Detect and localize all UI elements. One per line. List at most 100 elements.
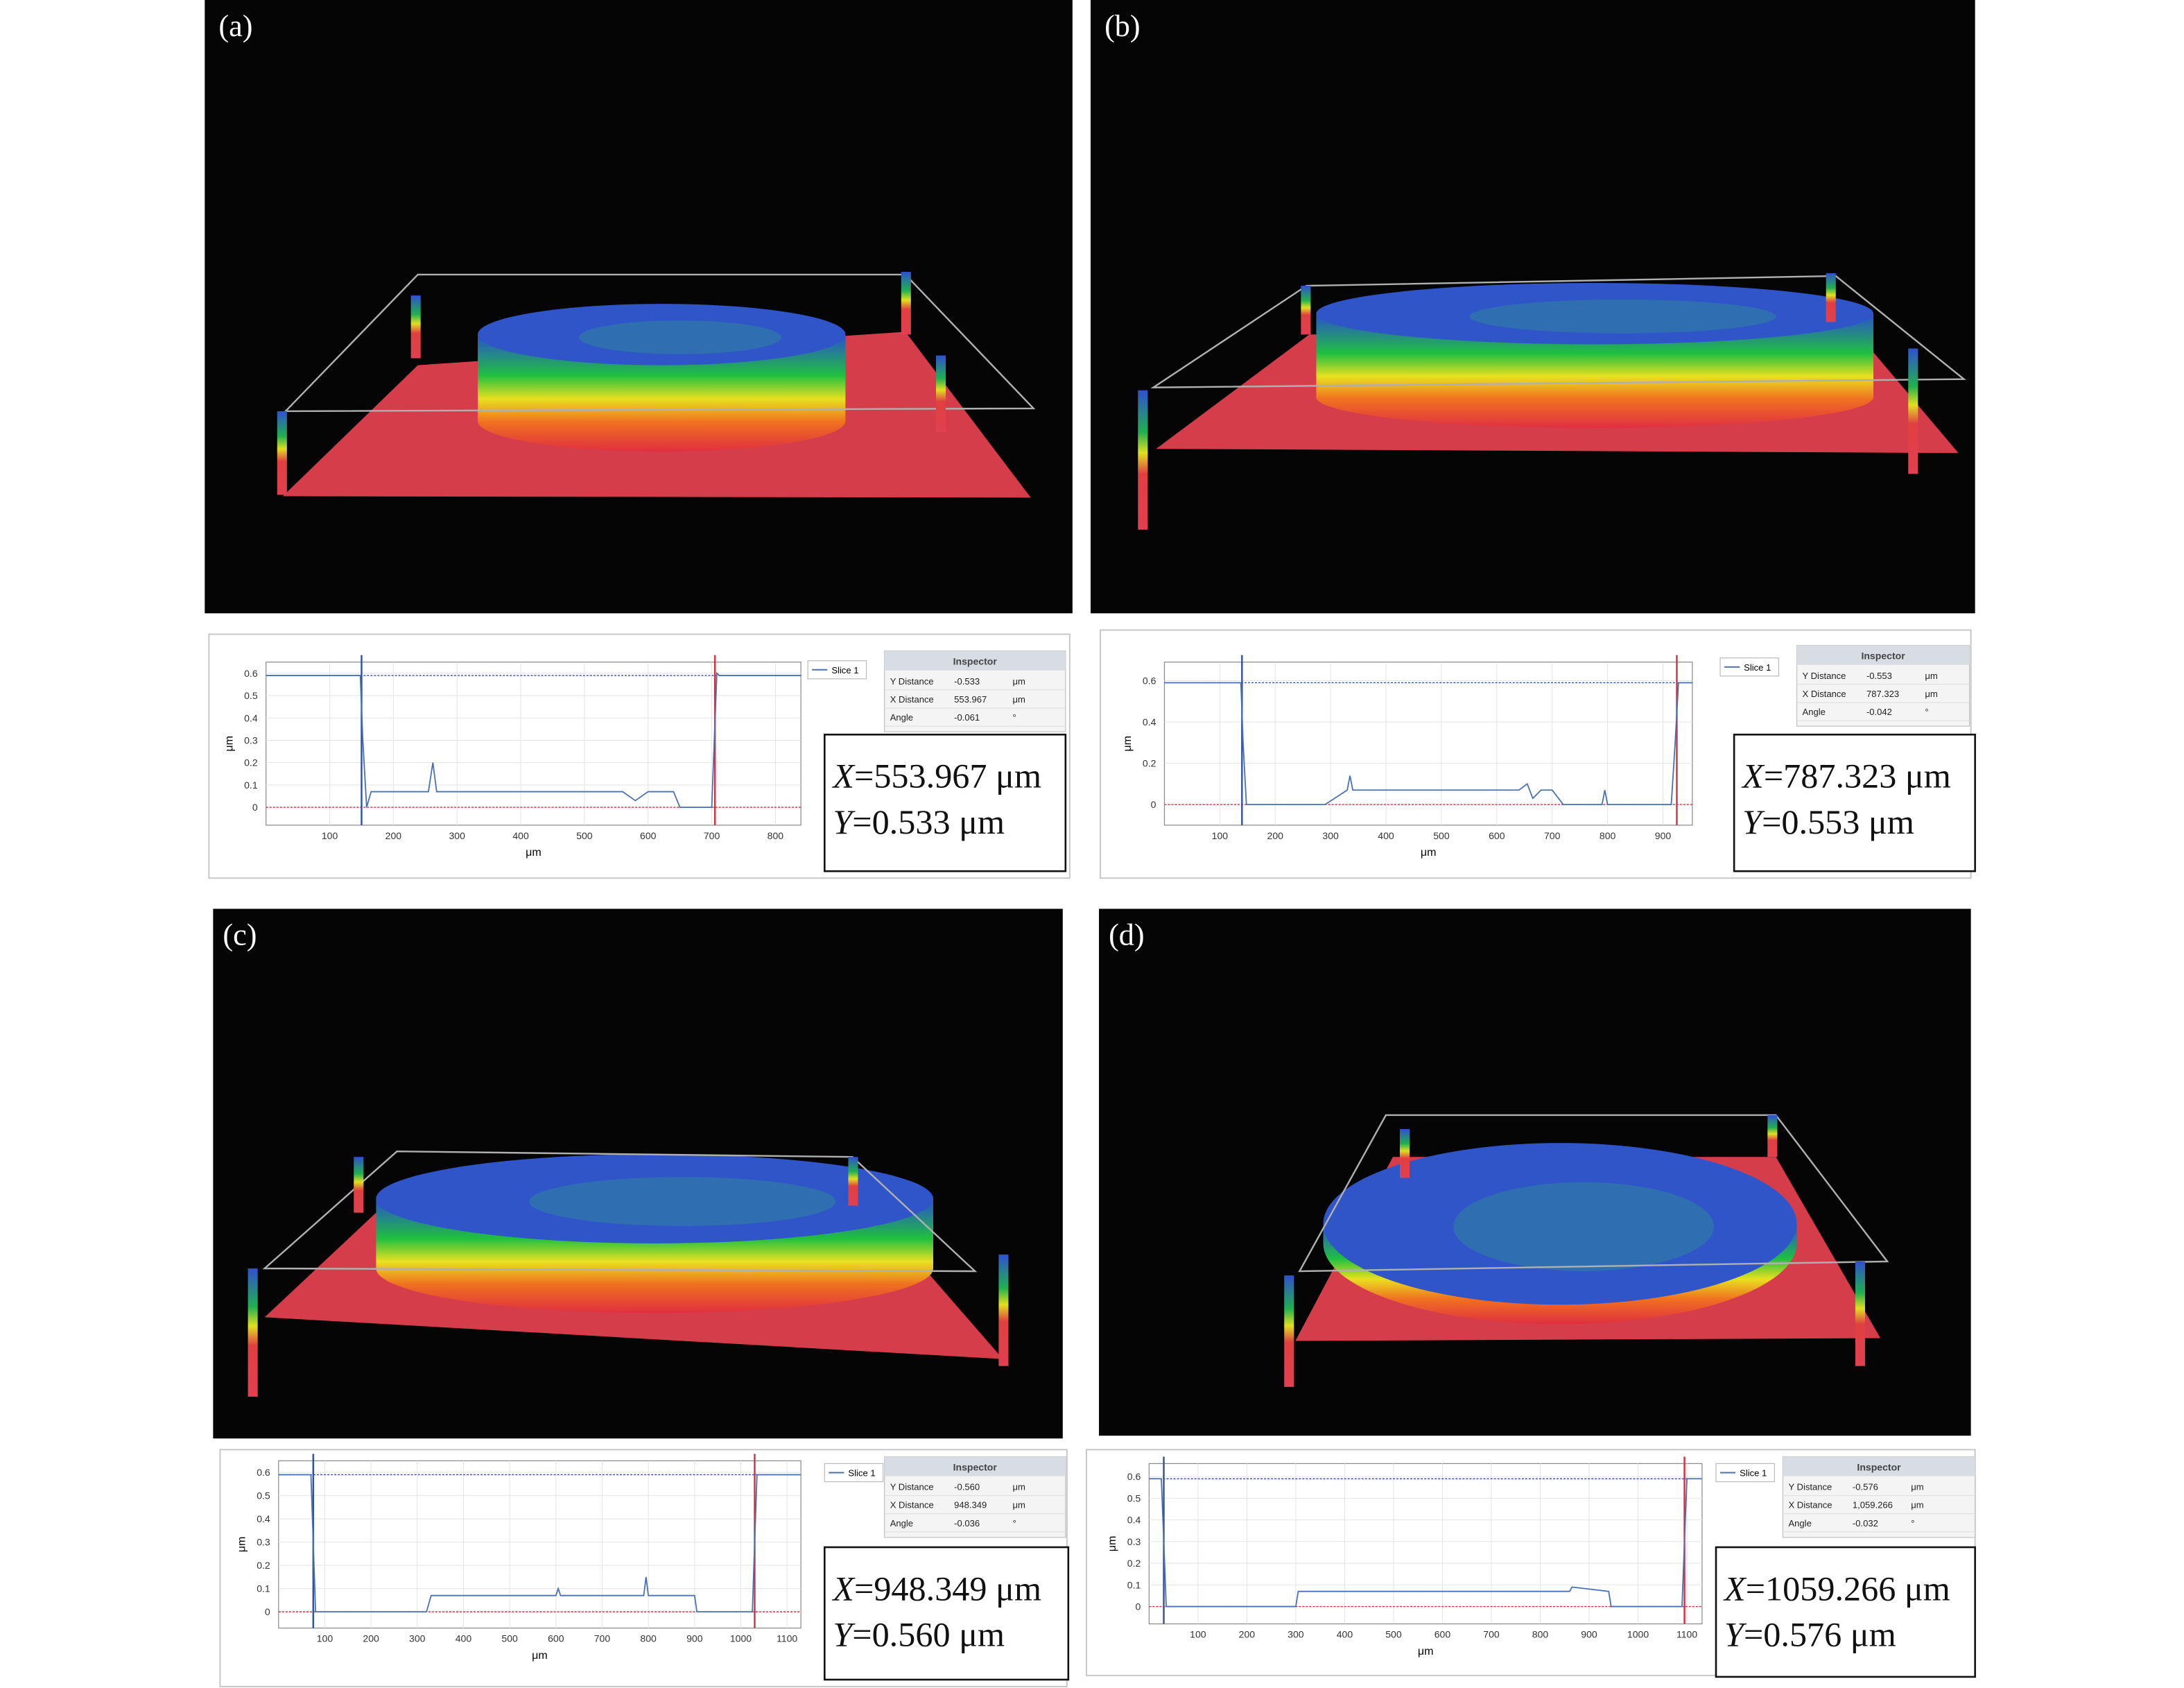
measurement-variable: X [831, 1569, 856, 1608]
inspector-cell: ° [1012, 712, 1016, 723]
color-bar [901, 271, 911, 335]
plot-area [1148, 1463, 1703, 1625]
x-tick-label: 800 [640, 1633, 657, 1644]
measurement-text: Y=0.560 μm [833, 1615, 1005, 1654]
inspector-cell: -0.560 [954, 1482, 980, 1492]
disk-side [1316, 313, 1874, 429]
inspector-cell: Angle [890, 712, 913, 723]
x-tick-label: 900 [1581, 1629, 1597, 1640]
x-tick-label: 400 [456, 1633, 472, 1644]
y-tick-label: 0 [265, 1606, 270, 1617]
panel: (d) 0 0.1 0.2 0.3 0.4 0.5 0.6 100 200 300 400 500 600… [1085, 908, 1976, 1678]
y-tick-label: 0 [1136, 1601, 1141, 1612]
y-tick-label: 0.4 [1143, 716, 1156, 727]
color-bar [1855, 1261, 1865, 1366]
panel-label: (b) [1104, 9, 1141, 43]
measurement-box [823, 1546, 1070, 1681]
inspector-cell: -0.061 [954, 712, 980, 723]
measurement-text: X=1059.266 μm [1723, 1569, 1950, 1608]
x-tick-label: 600 [1435, 1629, 1451, 1640]
y-tick-label: 0.1 [244, 780, 258, 791]
legend-label: Slice 1 [1740, 1467, 1767, 1478]
profile-line [1164, 682, 1692, 806]
x-tick-label: 1100 [777, 1633, 797, 1644]
y-tick-label: 0.5 [257, 1490, 270, 1501]
measurement-variable: Y [1724, 1615, 1747, 1654]
legend-label: Slice 1 [831, 665, 858, 675]
inspector-cell: -0.042 [1866, 707, 1892, 717]
inspector-cell: X Distance [890, 1500, 934, 1510]
y-tick-label: 0.4 [244, 712, 258, 723]
x-tick-label: 400 [1337, 1629, 1353, 1640]
x-tick-label: 1000 [730, 1633, 752, 1644]
plot-area [278, 1460, 801, 1629]
inspector-cell: X Distance [1803, 689, 1846, 699]
x-tick-label: 600 [640, 830, 657, 841]
x-tick-label: 300 [449, 830, 465, 841]
panel: (a) 0 0.1 0.2 0.3 0.4 0.5 0.6 100 200 300 400 500 600… [205, 0, 1073, 879]
x-axis-label: μm [1418, 1645, 1434, 1657]
y-tick-label: 0.5 [244, 690, 258, 701]
inspector-cell: -0.533 [954, 676, 980, 687]
x-tick-label: 200 [385, 830, 402, 841]
measurement-box [1715, 1546, 1976, 1678]
inspector-cell: ° [1911, 1518, 1914, 1528]
measurement-variable: Y [833, 802, 856, 841]
y-tick-label: 0.2 [257, 1560, 270, 1571]
measurement-variable: X [1723, 1569, 1747, 1608]
y-tick-label: 0.4 [1127, 1515, 1141, 1526]
color-bar [248, 1268, 258, 1397]
disk-top-inner [578, 320, 781, 354]
inspector-cell: μm [1911, 1500, 1924, 1510]
y-axis-label: μm [236, 1537, 248, 1553]
y-tick-label: 0.2 [1143, 758, 1156, 769]
measurement-text: Y=0.576 μm [1724, 1615, 1896, 1654]
x-axis-label: μm [1421, 846, 1437, 859]
plot-area [266, 662, 801, 826]
panel-label: (a) [218, 9, 252, 43]
x-tick-label: 200 [363, 1633, 379, 1644]
measurement-value: =948.349 μm [854, 1569, 1041, 1608]
inspector-cell: Angle [1788, 1518, 1811, 1528]
panel-label: (c) [223, 918, 257, 952]
x-tick-label: 100 [1212, 830, 1229, 841]
measurement-text: X=948.349 μm [831, 1569, 1041, 1608]
x-tick-label: 800 [1532, 1629, 1549, 1640]
color-bar [998, 1254, 1009, 1366]
inspector-cell: ° [1925, 707, 1928, 717]
y-tick-label: 0.1 [1127, 1579, 1141, 1590]
measurement-value: =0.533 μm [852, 802, 1005, 841]
color-bar [1284, 1275, 1294, 1387]
measurement-value: =0.560 μm [852, 1615, 1005, 1654]
measurement-box [823, 733, 1067, 872]
x-tick-label: 500 [576, 830, 593, 841]
profile-line [266, 671, 801, 808]
x-tick-label: 1100 [1676, 1629, 1697, 1640]
inspector-header [1796, 645, 1970, 665]
inspector-cell: μm [1012, 676, 1025, 687]
x-tick-label: 300 [1322, 830, 1339, 841]
y-axis-label: μm [223, 736, 235, 752]
measurement-value: =0.576 μm [1744, 1615, 1896, 1654]
inspector-cell: μm [1012, 1500, 1025, 1510]
inspector-cell: Y Distance [1803, 671, 1846, 681]
legend-label: Slice 1 [1744, 662, 1771, 673]
color-bar [1908, 348, 1918, 474]
y-axis-label: μm [1106, 1536, 1118, 1552]
disk-top-inner [529, 1177, 836, 1226]
inspector-header [884, 651, 1066, 671]
inspector-cell: μm [1911, 1482, 1924, 1492]
color-bar [1767, 1114, 1778, 1157]
disk-top-inner [1469, 299, 1776, 334]
x-tick-label: 500 [501, 1633, 518, 1644]
x-tick-label: 200 [1239, 1629, 1256, 1640]
x-axis-label: μm [532, 1649, 548, 1662]
y-tick-label: 0.2 [1127, 1558, 1141, 1569]
x-tick-label: 800 [768, 830, 784, 841]
x-tick-label: 400 [512, 830, 529, 841]
color-bar [410, 295, 421, 359]
x-tick-label: 800 [1600, 830, 1616, 841]
color-bar [1138, 390, 1148, 530]
measurement-value: =787.323 μm [1764, 757, 1951, 795]
